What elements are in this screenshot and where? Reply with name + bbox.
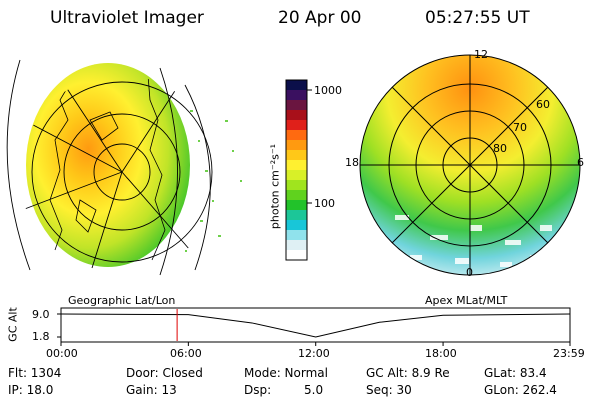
colorbar <box>285 79 312 261</box>
door-status: Door: Closed <box>126 366 203 380</box>
mlat-label-60: 60 <box>536 98 550 111</box>
limb-arc-right <box>184 84 211 271</box>
x-tick-1800: 18:00 <box>425 347 457 360</box>
x-tick-0000: 00:00 <box>46 347 78 360</box>
colorbar-band <box>286 130 307 141</box>
mlt-label-6: 6 <box>577 156 584 169</box>
mlat-label-80: 80 <box>493 142 507 155</box>
colorbar-band <box>286 100 307 111</box>
colorbar-band <box>286 230 307 241</box>
colorbar-band <box>286 220 307 231</box>
x-tick-0600: 06:00 <box>170 347 202 360</box>
mlt-label-0: 0 <box>466 266 473 279</box>
geographic-caption: Geographic Lat/Lon <box>68 294 176 307</box>
colorbar-band <box>286 90 307 101</box>
flight-number: Flt: 1304 <box>8 366 62 380</box>
colorbar-band <box>286 140 307 151</box>
timeline-panel <box>57 307 571 346</box>
mlat-label-70: 70 <box>513 121 527 134</box>
colorbar-band <box>286 110 307 121</box>
apex-caption: Apex MLat/MLT <box>425 294 508 307</box>
colorbar-band <box>286 210 307 221</box>
ip-value: IP: 18.0 <box>8 383 54 397</box>
app-title: Ultraviolet Imager <box>50 8 204 28</box>
colorbar-band <box>286 200 307 211</box>
geographic-longitude: GLon: 262.4 <box>484 383 557 397</box>
colorbar-band <box>286 240 307 251</box>
polar-plot <box>359 54 581 276</box>
time-label: 05:27:55 UT <box>425 8 530 28</box>
sequence-value: Seq: 30 <box>366 383 412 397</box>
colorbar-unit-label: photon cm⁻²s⁻¹ <box>268 143 282 230</box>
colorbar-tick-100: 100 <box>314 197 335 210</box>
geographic-image <box>6 59 242 276</box>
dsp-label: Dsp: <box>244 383 272 397</box>
colorbar-band <box>286 190 307 201</box>
polar-grid <box>359 54 581 276</box>
dsp-value: 5.0 <box>304 383 324 397</box>
colorbar-band <box>286 180 307 191</box>
colorbar-band <box>286 80 307 91</box>
colorbar-band <box>286 120 307 131</box>
date-label: 20 Apr 00 <box>278 8 362 28</box>
colorbar-band <box>286 250 307 261</box>
limb-arc-outer <box>6 59 31 271</box>
mlt-label-12: 12 <box>474 48 488 61</box>
colorbar-band <box>286 160 307 171</box>
colorbar-tick-1000: 1000 <box>314 84 342 97</box>
dayglow-speckle <box>185 110 242 252</box>
colorbar-band <box>286 150 307 161</box>
limb-arc <box>159 67 178 276</box>
y-tick-1-8: 1.8 <box>32 330 50 343</box>
geographic-latitude: GLat: 83.4 <box>484 366 547 380</box>
mode-value: Mode: Normal <box>244 366 328 380</box>
gc-alt-axis-label: GC Alt <box>6 307 20 342</box>
altitude-track <box>60 313 571 338</box>
gc-alt-value: GC Alt: 8.9 Re <box>366 366 450 380</box>
y-tick-9: 9.0 <box>32 308 50 321</box>
gain-value: Gain: 13 <box>126 383 177 397</box>
mlt-label-18: 18 <box>345 156 359 169</box>
geographic-grid <box>20 75 213 269</box>
x-tick-2359: 23:59 <box>553 347 585 360</box>
colorbar-band <box>286 170 307 181</box>
x-tick-1200: 12:00 <box>298 347 330 360</box>
